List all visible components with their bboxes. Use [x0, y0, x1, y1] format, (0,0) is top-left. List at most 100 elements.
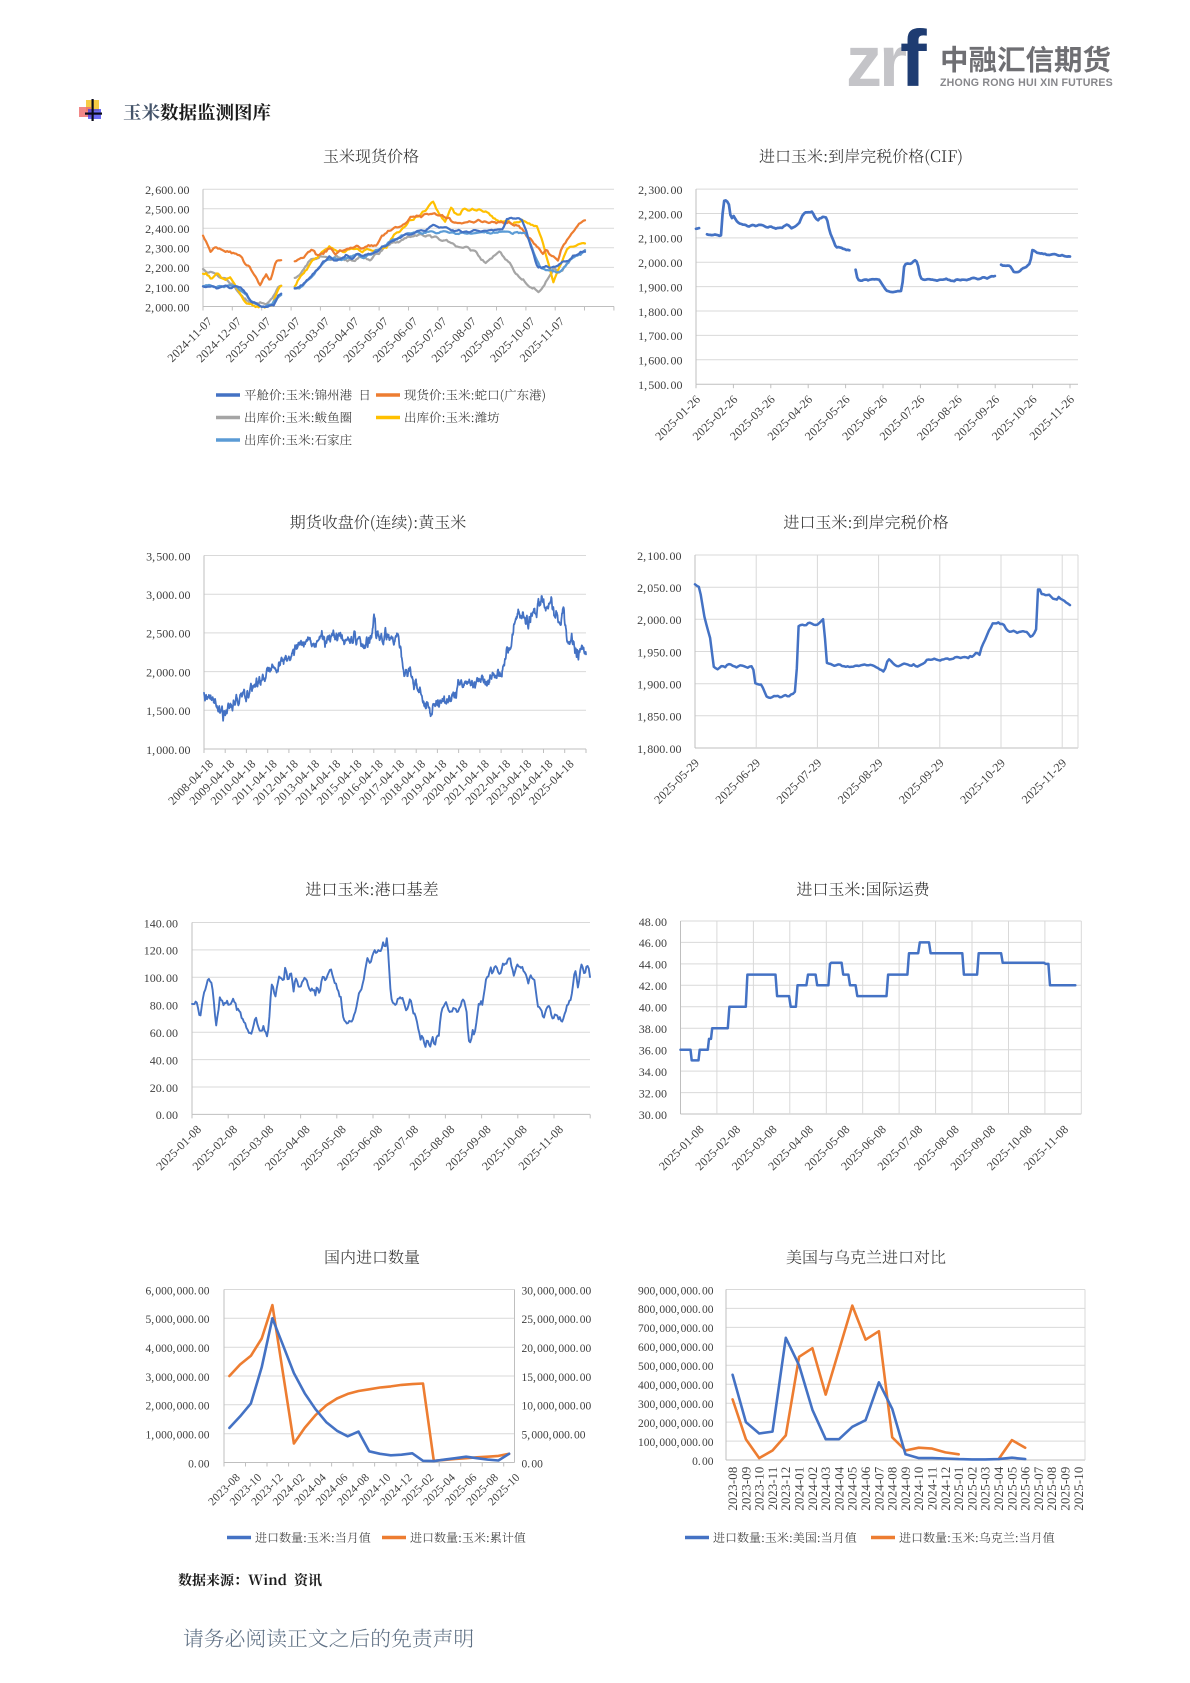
svg-text:2024-05: 2024-05	[846, 1467, 860, 1511]
svg-text:60.00: 60.00	[150, 1026, 178, 1040]
svg-text:3,000,000.00: 3,000,000.00	[146, 1372, 210, 1384]
svg-text:2025-05: 2025-05	[1005, 1467, 1019, 1511]
svg-text:32.00: 32.00	[639, 1086, 667, 1100]
svg-text:1,800.00: 1,800.00	[637, 742, 681, 756]
svg-text:2,000.00: 2,000.00	[637, 613, 681, 627]
svg-text:2,050.00: 2,050.00	[637, 581, 681, 595]
svg-text:100,000,000.00: 100,000,000.00	[638, 1437, 714, 1449]
svg-text:2024-02: 2024-02	[806, 1467, 820, 1511]
svg-text:4,000,000.00: 4,000,000.00	[146, 1343, 210, 1355]
svg-text:zr: zr	[846, 22, 906, 102]
svg-text:1,700.00: 1,700.00	[638, 329, 682, 343]
svg-text:2025-04: 2025-04	[992, 1466, 1006, 1510]
svg-text:900,000,000.00: 900,000,000.00	[638, 1285, 714, 1297]
svg-text:2024-01: 2024-01	[793, 1467, 807, 1511]
svg-text:2,100.00: 2,100.00	[145, 281, 189, 295]
svg-text:34.00: 34.00	[639, 1065, 667, 1079]
svg-text:1,600.00: 1,600.00	[638, 354, 682, 368]
svg-text:2023-10: 2023-10	[753, 1467, 767, 1511]
svg-text:2,000.00: 2,000.00	[145, 300, 189, 314]
svg-text:46.00: 46.00	[639, 936, 667, 950]
svg-text:2,300.00: 2,300.00	[638, 183, 682, 197]
svg-text:2,500.00: 2,500.00	[146, 627, 190, 641]
svg-text:1,000,000.00: 1,000,000.00	[146, 1430, 210, 1442]
svg-text:ZHONG RONG HUI XIN FUTURES: ZHONG RONG HUI XIN FUTURES	[940, 77, 1113, 89]
svg-text:1,900.00: 1,900.00	[638, 280, 682, 294]
svg-text:2023-08: 2023-08	[726, 1467, 740, 1511]
svg-text:600,000,000.00: 600,000,000.00	[638, 1342, 714, 1354]
svg-text:0.00: 0.00	[522, 1458, 544, 1470]
svg-text:0.00: 0.00	[692, 1456, 714, 1468]
svg-text:2,000.00: 2,000.00	[146, 665, 190, 679]
svg-text:15,000,000.00: 15,000,000.00	[522, 1372, 592, 1384]
svg-text:2024-04: 2024-04	[832, 1466, 846, 1510]
svg-text:25,000,000.00: 25,000,000.00	[522, 1314, 592, 1326]
svg-text:30.00: 30.00	[639, 1108, 667, 1122]
svg-text:2025-01: 2025-01	[952, 1467, 966, 1511]
svg-text:5,000,000.00: 5,000,000.00	[522, 1430, 586, 1442]
svg-text:2,500.00: 2,500.00	[145, 203, 189, 217]
svg-text:2025-10: 2025-10	[1072, 1467, 1086, 1511]
svg-text:300,000,000.00: 300,000,000.00	[638, 1399, 714, 1411]
svg-text:80.00: 80.00	[150, 999, 178, 1013]
svg-text:2025-03: 2025-03	[979, 1467, 993, 1511]
svg-text:1,800.00: 1,800.00	[638, 305, 682, 319]
svg-text:2023-11: 2023-11	[766, 1467, 780, 1511]
svg-text:6,000,000.00: 6,000,000.00	[146, 1285, 210, 1297]
svg-text:2023-12: 2023-12	[779, 1467, 793, 1511]
svg-text:2024-09: 2024-09	[899, 1467, 913, 1511]
svg-text:20,000,000.00: 20,000,000.00	[522, 1343, 592, 1355]
svg-text:2,400.00: 2,400.00	[145, 222, 189, 236]
svg-text:2,100.00: 2,100.00	[637, 549, 681, 563]
svg-text:3,000.00: 3,000.00	[146, 588, 190, 602]
svg-text:38.00: 38.00	[639, 1022, 667, 1036]
svg-text:42.00: 42.00	[639, 979, 667, 993]
svg-text:2,200.00: 2,200.00	[638, 207, 682, 221]
svg-text:3,500.00: 3,500.00	[146, 549, 190, 563]
svg-text:2024-03: 2024-03	[819, 1467, 833, 1511]
svg-text:2,000.00: 2,000.00	[638, 256, 682, 270]
svg-text:36.00: 36.00	[639, 1044, 667, 1058]
svg-text:1,000.00: 1,000.00	[146, 743, 190, 757]
svg-text:2024-11: 2024-11	[926, 1467, 940, 1511]
svg-text:0.00: 0.00	[156, 1108, 178, 1122]
svg-text:2,300.00: 2,300.00	[145, 242, 189, 256]
svg-text:1,500.00: 1,500.00	[638, 378, 682, 392]
svg-text:2025-02: 2025-02	[965, 1467, 979, 1511]
svg-text:200,000,000.00: 200,000,000.00	[638, 1418, 714, 1430]
svg-text:2025-08: 2025-08	[1045, 1467, 1059, 1511]
svg-text:1,850.00: 1,850.00	[637, 710, 681, 724]
svg-text:30,000,000.00: 30,000,000.00	[522, 1285, 592, 1297]
svg-text:1,900.00: 1,900.00	[637, 678, 681, 692]
svg-text:2024-08: 2024-08	[886, 1467, 900, 1511]
svg-text:100.00: 100.00	[144, 971, 178, 985]
svg-text:40.00: 40.00	[639, 1001, 667, 1015]
svg-text:700,000,000.00: 700,000,000.00	[638, 1323, 714, 1335]
svg-text:2024-07: 2024-07	[872, 1466, 886, 1510]
svg-text:2025-07: 2025-07	[1032, 1466, 1046, 1510]
svg-text:2025-09: 2025-09	[1059, 1467, 1073, 1511]
svg-text:500,000,000.00: 500,000,000.00	[638, 1361, 714, 1373]
svg-text:2,200.00: 2,200.00	[145, 261, 189, 275]
svg-text:10,000,000.00: 10,000,000.00	[522, 1401, 592, 1413]
svg-text:48.00: 48.00	[639, 915, 667, 929]
svg-text:f: f	[900, 14, 927, 103]
svg-text:140.00: 140.00	[144, 916, 178, 930]
svg-text:1,500.00: 1,500.00	[146, 704, 190, 718]
svg-text:20.00: 20.00	[150, 1081, 178, 1095]
svg-text:44.00: 44.00	[639, 958, 667, 972]
svg-text:2024-12: 2024-12	[939, 1467, 953, 1511]
svg-text:5,000,000.00: 5,000,000.00	[146, 1314, 210, 1326]
svg-text:2025-06: 2025-06	[1019, 1466, 1033, 1510]
svg-text:2,100.00: 2,100.00	[638, 232, 682, 246]
svg-text:2,600.00: 2,600.00	[145, 183, 189, 197]
svg-text:2,000,000.00: 2,000,000.00	[146, 1401, 210, 1413]
svg-text:1,950.00: 1,950.00	[637, 645, 681, 659]
svg-text:2023-09: 2023-09	[739, 1467, 753, 1511]
svg-text:400,000,000.00: 400,000,000.00	[638, 1380, 714, 1392]
svg-text:800,000,000.00: 800,000,000.00	[638, 1304, 714, 1316]
svg-text:2024-10: 2024-10	[912, 1467, 926, 1511]
svg-text:120.00: 120.00	[144, 944, 178, 958]
svg-text:40.00: 40.00	[150, 1053, 178, 1067]
svg-text:0.00: 0.00	[188, 1458, 210, 1470]
